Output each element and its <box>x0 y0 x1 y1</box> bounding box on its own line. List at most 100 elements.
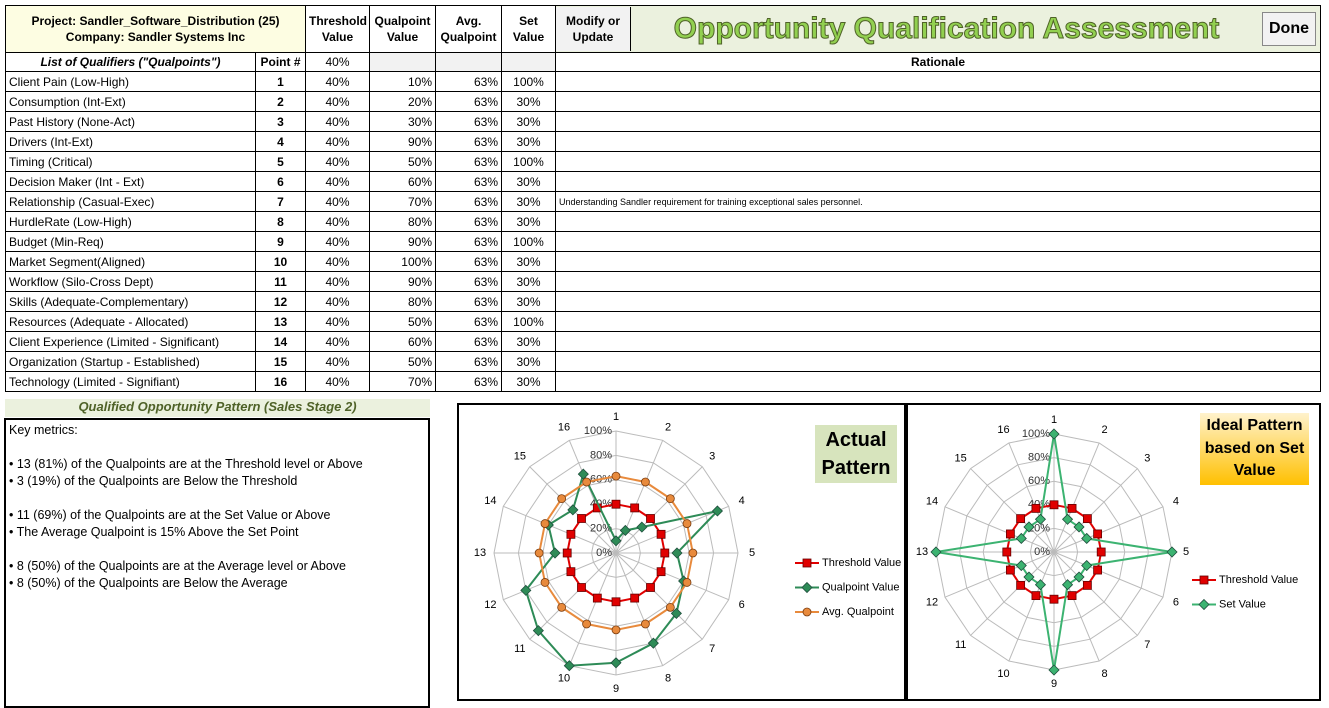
tick-label: 0% <box>596 547 612 559</box>
avg-cell: 63% <box>435 311 502 332</box>
category-label: 6 <box>1173 596 1179 608</box>
grid-ring <box>959 457 1149 647</box>
qualpoint-cell: 50% <box>369 151 436 172</box>
category-label: 12 <box>926 596 938 608</box>
qualpoint-cell: 70% <box>369 371 436 392</box>
legend-label: Set Value <box>1219 598 1266 610</box>
category-label: 14 <box>926 495 938 507</box>
panel-title: Qualified Opportunity Pattern (Sales Sta… <box>5 399 430 417</box>
category-label: 3 <box>1144 453 1150 465</box>
set-cell: 30% <box>501 351 556 372</box>
marker <box>566 529 576 539</box>
point-cell: 5 <box>255 151 306 172</box>
qualpoint-cell: 20% <box>369 91 436 112</box>
rationale-cell <box>555 351 1321 372</box>
category-label: 2 <box>665 421 671 433</box>
qualpoint-cell: 10% <box>369 71 436 92</box>
marker <box>1015 559 1027 572</box>
done-button[interactable]: Done <box>1262 12 1316 46</box>
rationale-cell <box>555 271 1321 292</box>
spoke <box>529 466 617 554</box>
threshold-cell: 40% <box>305 251 370 272</box>
marker <box>577 514 586 523</box>
avg-cell: 63% <box>435 271 502 292</box>
avg-cell: 63% <box>435 91 502 112</box>
rationale-cell <box>555 231 1321 252</box>
category-label: 6 <box>739 599 745 611</box>
column-header: Avg. Qualpoint <box>435 5 502 53</box>
qualifier-row: HurdleRate (Low-High) 8 40% 80% 63% 30% <box>5 211 1321 232</box>
set-cell: 30% <box>501 371 556 392</box>
metric: • The Average Qualpoint is 15% Above the… <box>9 525 299 539</box>
marker <box>520 584 532 596</box>
marker <box>577 468 589 480</box>
marker <box>1049 594 1059 604</box>
marker <box>1015 532 1027 545</box>
point-cell: 3 <box>255 111 306 132</box>
point-cell: 10 <box>255 251 306 272</box>
avg-cell: 63% <box>435 191 502 212</box>
marker <box>1199 575 1209 585</box>
set-cell: 30% <box>501 251 556 272</box>
qualifier-cell: Organization (Startup - Established) <box>5 351 256 372</box>
qualifier-cell: Budget (Min-Req) <box>5 231 256 252</box>
point-cell: 2 <box>255 91 306 112</box>
set-cell: 30% <box>501 91 556 112</box>
series-line <box>566 503 666 603</box>
qualifier-row: Client Pain (Low-High) 1 40% 10% 63% 100% <box>5 71 1321 92</box>
rationale-cell <box>555 331 1321 352</box>
avg-cell: 63% <box>435 131 502 152</box>
avg-cell: 63% <box>435 371 502 392</box>
threshold-cell: 40% <box>305 211 370 232</box>
spoke <box>503 505 617 554</box>
metric: • 11 (69%) of the Qualpoints are at the … <box>9 508 331 522</box>
marker <box>646 583 655 592</box>
modify-button[interactable]: Modify or Update <box>556 7 631 51</box>
blank-cell <box>435 52 502 72</box>
threshold-cell: 40% <box>305 311 370 332</box>
qualpoint-cell: 80% <box>369 291 436 312</box>
legend-label: Avg. Qualpoint <box>822 606 894 618</box>
category-label: 13 <box>916 546 928 558</box>
category-label: 1 <box>1051 414 1057 426</box>
marker <box>1005 529 1015 539</box>
marker <box>647 637 659 649</box>
legend-label: Threshold Value <box>822 557 901 569</box>
threshold-cell: 40% <box>305 111 370 132</box>
qualifier-row: Skills (Adequate-Complementary) 12 40% 80% 6… <box>5 291 1321 312</box>
qualifier-row: Past History (None-Act) 3 40% 30% 63% 30% <box>5 111 1321 132</box>
marker <box>1073 571 1085 583</box>
spoke <box>1053 468 1138 553</box>
qualifier-row: Workflow (Silo-Cross Dept) 11 40% 90% 63% 30% <box>5 271 1321 292</box>
avg-cell: 63% <box>435 171 502 192</box>
series-line <box>538 475 694 631</box>
rationale-cell <box>555 151 1321 172</box>
marker <box>592 503 602 513</box>
set-cell: 30% <box>501 191 556 212</box>
qualifier-cell: Technology (Limited - Signifiant) <box>5 371 256 392</box>
set-cell: 30% <box>501 111 556 132</box>
marker <box>1093 529 1103 539</box>
category-label: 15 <box>955 453 967 465</box>
qualifier-row: Relationship (Casual-Exec) 7 40% 70% 63% 30% U… <box>5 191 1321 212</box>
qualifier-cell: Decision Maker (Int - Ext) <box>5 171 256 192</box>
qualpoint-cell: 30% <box>369 111 436 132</box>
avg-cell: 63% <box>435 151 502 172</box>
category-label: 10 <box>558 673 570 685</box>
grid-ring <box>542 479 690 627</box>
tick-label: 0% <box>1034 546 1050 558</box>
spoke <box>615 440 664 554</box>
marker <box>656 567 666 577</box>
avg-cell: 63% <box>435 71 502 92</box>
marker <box>665 602 675 612</box>
threshold-cell: 40% <box>305 191 370 212</box>
marker <box>1031 503 1041 513</box>
marker <box>630 503 640 513</box>
point-cell: 14 <box>255 331 306 352</box>
tick-label: 100% <box>1022 428 1050 440</box>
marker <box>1093 565 1103 575</box>
category-label: 2 <box>1101 424 1107 436</box>
threshold-cell: 40% <box>305 151 370 172</box>
set-cell: 30% <box>501 171 556 192</box>
threshold-cell: 40% <box>305 371 370 392</box>
